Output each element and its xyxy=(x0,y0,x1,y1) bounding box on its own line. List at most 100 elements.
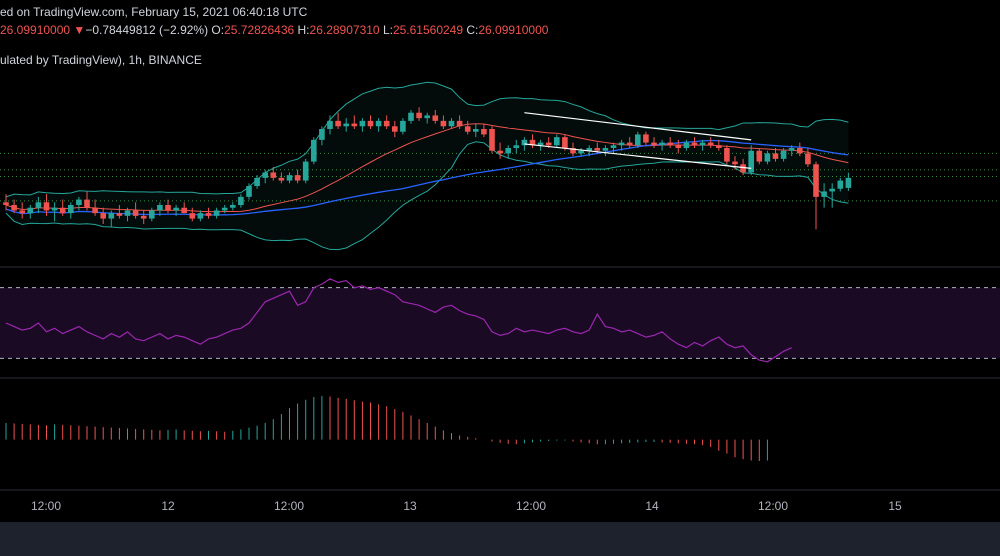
down-arrow-icon: ▼ xyxy=(73,23,86,37)
candle-body xyxy=(375,120,382,127)
candle-body xyxy=(586,148,592,151)
candle-body xyxy=(408,112,414,121)
candle-body xyxy=(68,205,74,214)
published-info: ed on TradingView.com, February 15, 2021… xyxy=(0,5,307,19)
candle-body xyxy=(829,188,835,192)
candle-body xyxy=(473,129,479,132)
candle-body xyxy=(464,126,471,132)
candle-body xyxy=(651,142,657,146)
candle-body xyxy=(594,148,601,151)
candle-body xyxy=(132,210,139,216)
candle-body xyxy=(124,210,131,216)
symbol-info[interactable]: ulated by TradingView), 1h, BINANCE xyxy=(0,53,202,67)
candle-body xyxy=(570,148,576,154)
candle-body xyxy=(27,207,34,214)
open-value: 25.72826436 xyxy=(224,23,295,37)
candle-body xyxy=(43,202,50,211)
candle-body xyxy=(238,196,244,205)
candle-body xyxy=(659,142,665,146)
candle-body xyxy=(813,164,819,197)
candle-body xyxy=(562,137,568,148)
time-tick: 14 xyxy=(645,499,659,513)
candle-body xyxy=(367,120,374,127)
candle-body xyxy=(343,123,349,127)
candle-body xyxy=(230,205,236,208)
trendlines[interactable] xyxy=(524,112,752,169)
candle-body xyxy=(59,207,66,214)
candle-body xyxy=(716,145,722,148)
candle-body xyxy=(683,142,690,148)
candle-body xyxy=(554,137,560,146)
candle-body xyxy=(626,142,633,146)
candle-body xyxy=(797,148,803,154)
candle-body xyxy=(732,161,738,165)
time-tick: 12:00 xyxy=(30,499,62,513)
candle-body xyxy=(780,150,787,159)
candle-body xyxy=(335,120,341,127)
candle-body xyxy=(35,202,42,208)
candle-body xyxy=(197,213,204,219)
candle-body xyxy=(416,112,422,119)
candle-body xyxy=(213,210,220,216)
candle-body xyxy=(311,139,317,162)
low-value: 25.61560249 xyxy=(392,23,464,37)
candle-body xyxy=(537,142,544,146)
candle-body xyxy=(181,207,187,214)
candle-body xyxy=(351,123,358,127)
candle-body xyxy=(578,150,584,154)
time-tick: 15 xyxy=(888,499,902,513)
time-tick: 12:00 xyxy=(515,499,547,513)
candles[interactable] xyxy=(3,107,852,230)
candle-body xyxy=(149,210,155,219)
high-value: 26.28907310 xyxy=(309,23,380,37)
candle-body xyxy=(11,205,17,211)
candle-body xyxy=(92,207,98,214)
bottom-toolbar[interactable] xyxy=(0,522,1000,556)
candle-body xyxy=(788,148,795,151)
sma-blue-line xyxy=(5,139,849,216)
candle-body xyxy=(456,120,463,127)
candle-body xyxy=(270,172,277,178)
candle-body xyxy=(286,175,293,181)
candle-body xyxy=(108,213,115,219)
candle-body xyxy=(432,115,439,121)
candle-body xyxy=(545,142,552,146)
candle-body xyxy=(513,145,520,148)
candle-body xyxy=(521,139,528,146)
candle-body xyxy=(505,148,511,154)
candle-body xyxy=(294,175,301,181)
candle-body xyxy=(748,150,754,173)
candle-body xyxy=(529,139,536,146)
candle-body xyxy=(448,120,455,127)
candle-body xyxy=(173,207,179,211)
time-tick: 12:00 xyxy=(757,499,789,513)
symbol-text: ulated by TradingView), 1h, BINANCE xyxy=(0,53,202,67)
candle-body xyxy=(84,199,90,208)
candle-body xyxy=(76,199,82,205)
close-value: 26.09910000 xyxy=(478,23,549,37)
bollinger-upper-line xyxy=(5,81,849,198)
candle-body xyxy=(246,186,252,197)
candle-body xyxy=(100,213,106,219)
candle-body xyxy=(278,177,285,181)
candle-body xyxy=(610,145,617,148)
close-label: C: xyxy=(466,23,479,37)
rsi-band-fill xyxy=(0,287,1000,359)
candle-body xyxy=(302,161,309,181)
candle-body xyxy=(319,129,325,140)
candle-body xyxy=(205,213,212,216)
time-tick: 12 xyxy=(161,499,175,513)
rsi-panel xyxy=(0,278,1000,363)
candle-body xyxy=(837,180,844,189)
candle-body xyxy=(707,142,714,146)
candle-body xyxy=(189,213,196,219)
candle-body xyxy=(675,145,682,148)
candle-body xyxy=(756,150,763,162)
candle-body xyxy=(3,202,9,205)
candle-body xyxy=(643,134,649,143)
candle-body xyxy=(805,153,811,165)
time-tick: 13 xyxy=(403,499,417,513)
candle-body xyxy=(116,213,123,216)
